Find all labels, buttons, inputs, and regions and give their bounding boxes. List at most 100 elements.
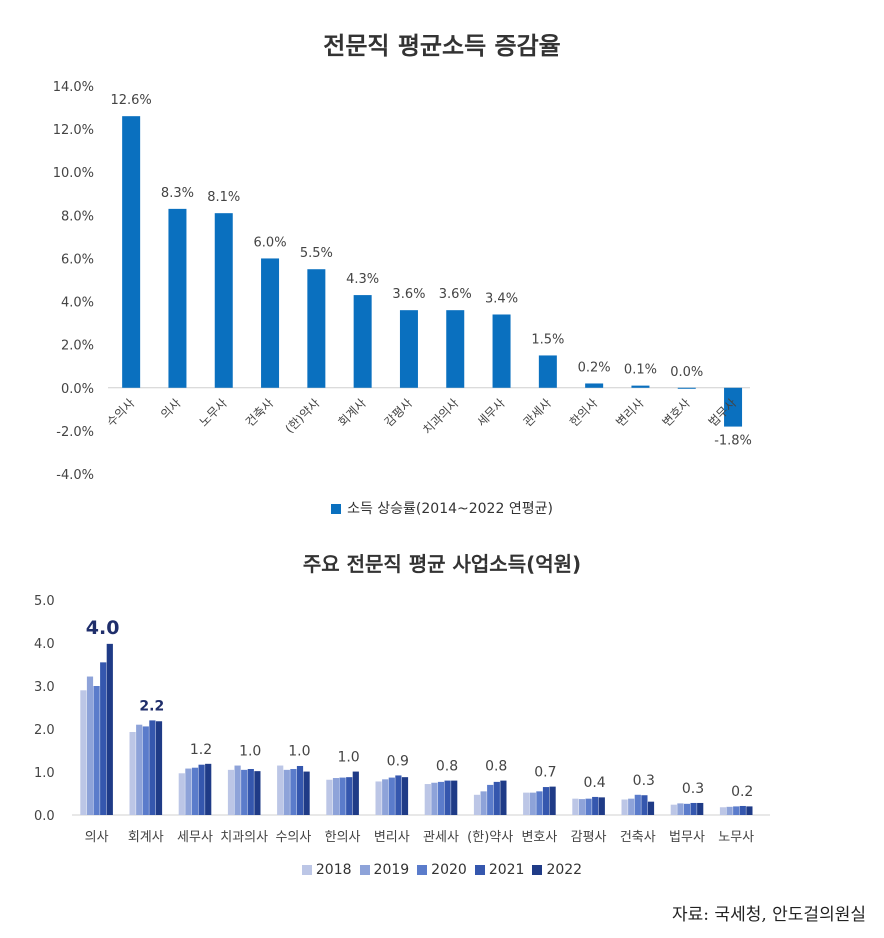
bar [585, 383, 604, 388]
data-label: 0.1% [624, 363, 657, 378]
bar [444, 780, 451, 815]
legend-label: 소득 상승률(2014~2022 연평균) [347, 501, 553, 517]
bar [592, 796, 599, 815]
bar [326, 779, 333, 815]
y-tick-label: 2.0% [61, 339, 94, 354]
bar [542, 787, 550, 815]
legend-swatch [474, 865, 485, 875]
bar [191, 767, 199, 815]
bar [487, 784, 494, 815]
data-label: 4.0 [86, 617, 120, 639]
legend-swatch [532, 865, 543, 875]
bar [572, 798, 579, 815]
bar [178, 773, 185, 815]
data-label: 1.0 [288, 744, 310, 760]
x-category-label: 변호사 [660, 396, 693, 429]
bar [401, 777, 409, 815]
bar [500, 780, 507, 815]
bar [697, 802, 704, 815]
y-tick-label: 6.0% [61, 252, 94, 267]
data-label: 0.2 [731, 784, 753, 800]
bar [493, 781, 500, 815]
data-label: 1.0 [337, 750, 359, 766]
x-category-label: 의사 [158, 396, 184, 422]
bar [451, 780, 458, 815]
bar [724, 387, 743, 427]
bar [303, 771, 310, 815]
data-label: 1.5% [531, 332, 564, 347]
y-tick-label: 12.0% [53, 123, 94, 138]
bar [670, 804, 677, 815]
bar [234, 765, 241, 815]
bar [277, 765, 284, 815]
bar [296, 765, 304, 815]
y-tick-label: -4.0% [56, 468, 94, 483]
bar [399, 310, 418, 388]
bar [549, 786, 556, 815]
x-category-label: 노무사 [197, 396, 230, 429]
bar [155, 721, 163, 815]
bar [538, 355, 557, 388]
income-chart: 주요 전문직 평균 사업소득(억원) 5.0 4.0 3.0 2.0 1.0 0.0 4.0… [0, 540, 884, 900]
data-label: 0.3 [682, 781, 704, 797]
bar [726, 806, 733, 815]
x-category-label: 수의사 [275, 830, 311, 845]
bar [395, 775, 402, 815]
chart2-title: 주요 전문직 평균 사업소득(억원) [302, 552, 582, 576]
bar [93, 686, 100, 815]
data-label: 3.4% [485, 291, 518, 306]
data-label: 1.2 [190, 742, 212, 758]
bar [307, 269, 326, 388]
growth-rate-chart: 전문직 평균소득 증감율 14.0% 12.0% 10.0% 8.0% 6.0% 4.0%… [53, 32, 752, 517]
legend-label: 2019 [373, 862, 410, 878]
x-category-label: 한의사 [325, 830, 361, 845]
y-tick-label: 1.0 [34, 766, 55, 781]
x-category-label: 법무사 [669, 830, 705, 845]
x-category-label: 건축사 [243, 396, 276, 429]
bar [523, 792, 530, 815]
y-tick-label: 14.0% [53, 80, 94, 95]
x-category-label: 감평사 [382, 396, 415, 429]
bar [536, 791, 543, 815]
bar [198, 764, 205, 815]
y-tick-label: 5.0 [34, 594, 55, 609]
data-label: 0.7 [534, 765, 556, 781]
x-category-label: 치과의사 [220, 830, 268, 845]
data-label: 0.0% [670, 365, 703, 380]
bar [578, 799, 586, 815]
x-category-label: 변호사 [521, 830, 557, 845]
bar [205, 763, 212, 815]
x-category-label: (한)약사 [282, 395, 323, 436]
bar [388, 777, 395, 815]
growth-rate-plot: 14.0% 12.0% 10.0% 8.0% 6.0% 4.0% 2.0% 0.0% -2.0%… [53, 80, 752, 483]
bar [136, 724, 143, 815]
bar [346, 777, 353, 815]
bar [446, 310, 465, 388]
bar [227, 769, 235, 815]
bar [598, 797, 605, 815]
data-label: 1.0 [239, 744, 261, 760]
legend-label: 2021 [488, 862, 525, 878]
bar [677, 387, 696, 389]
bar [529, 792, 536, 815]
bar [241, 769, 248, 815]
bar [185, 768, 192, 815]
bar [641, 795, 648, 815]
y-tick-label: 2.0 [34, 723, 55, 738]
bar [332, 778, 340, 815]
bar [261, 258, 280, 388]
bar [733, 806, 740, 815]
bar [746, 806, 753, 815]
bar [382, 779, 389, 815]
bar [283, 769, 290, 815]
bar [142, 726, 149, 815]
data-label: 0.3 [633, 773, 655, 789]
y-tick-label: 0.0 [34, 809, 55, 824]
x-category-label: 의사 [85, 830, 109, 845]
x-category-label: 수의사 [104, 396, 137, 429]
y-tick-label: 8.0% [61, 209, 94, 224]
y-tick-label: 4.0 [34, 637, 55, 652]
legend-swatch [301, 865, 312, 875]
y-tick-label: -2.0% [56, 425, 94, 440]
data-label: 12.6% [110, 93, 151, 108]
